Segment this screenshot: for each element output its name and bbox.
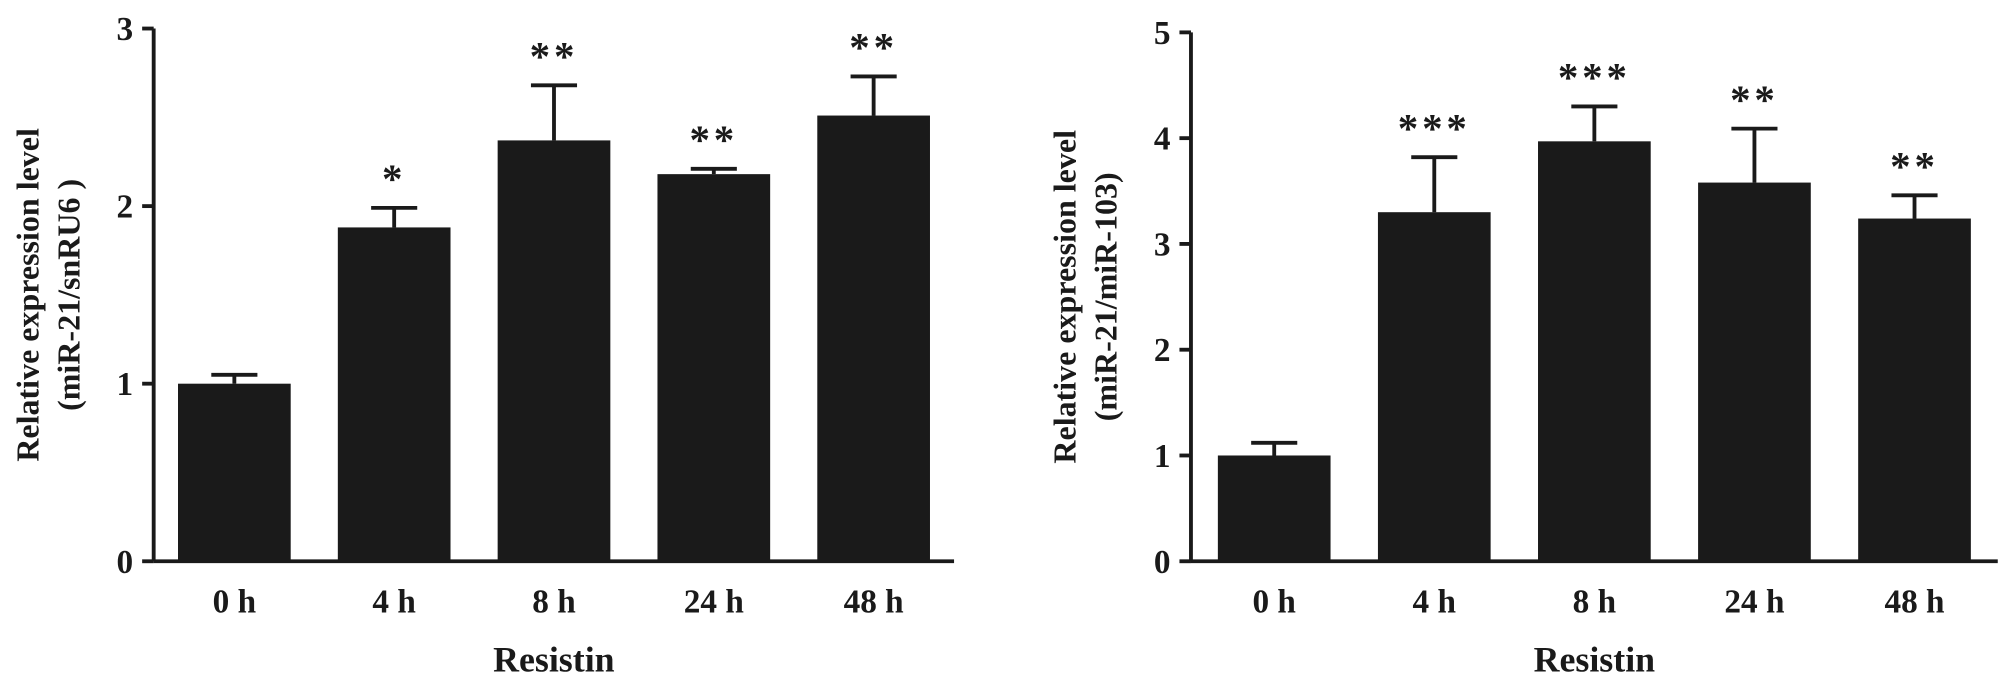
y-tick-label: 4 bbox=[1154, 121, 1171, 158]
bar bbox=[817, 115, 930, 562]
bar bbox=[657, 174, 771, 562]
significance-label: * bbox=[382, 156, 406, 202]
significance-label: ** bbox=[689, 116, 738, 162]
significance-label: ** bbox=[849, 24, 898, 70]
x-tick-label: 24 h bbox=[1724, 583, 1784, 620]
y-axis-label-line: (miR-21/miR-103) bbox=[1088, 172, 1124, 421]
y-axis-label: Relative expression level (miR-21/snRU6 ) bbox=[9, 128, 86, 462]
y-tick-label: 1 bbox=[1154, 438, 1171, 475]
significance-label: ** bbox=[530, 33, 579, 79]
x-axis-label: Resistin bbox=[1534, 639, 1656, 679]
y-tick-label: 0 bbox=[1154, 544, 1171, 581]
y-tick-label: 2 bbox=[117, 189, 134, 226]
x-tick-label: 4 h bbox=[372, 583, 415, 620]
significance-label: ** bbox=[1730, 76, 1779, 122]
significance-label: *** bbox=[1398, 105, 1471, 151]
x-tick-label: 8 h bbox=[532, 583, 575, 620]
bar bbox=[178, 383, 291, 562]
x-tick-label: 0 h bbox=[213, 583, 256, 620]
bar bbox=[1538, 141, 1651, 562]
y-axis-label-line: Relative expression level bbox=[9, 128, 45, 462]
x-axis-label: Resistin bbox=[493, 639, 615, 679]
x-tick-label: 24 h bbox=[684, 583, 744, 620]
y-tick-label: 3 bbox=[1154, 226, 1171, 263]
y-tick-label: 5 bbox=[1154, 15, 1171, 52]
y-axis-label: Relative expression level (miR-21/miR-103… bbox=[1047, 130, 1124, 464]
y-tick-label: 2 bbox=[1154, 332, 1171, 369]
y-tick-label: 1 bbox=[117, 366, 134, 403]
bar bbox=[1377, 212, 1491, 562]
y-tick-label: 3 bbox=[117, 11, 134, 48]
bar bbox=[1858, 218, 1971, 562]
bar bbox=[1217, 455, 1331, 562]
bar bbox=[497, 140, 611, 562]
x-tick-label: 48 h bbox=[1884, 583, 1944, 620]
x-tick-label: 8 h bbox=[1573, 583, 1616, 620]
bar bbox=[337, 227, 451, 562]
x-tick-label: 0 h bbox=[1252, 583, 1295, 620]
significance-label: ** bbox=[1890, 143, 1939, 189]
x-tick-label: 48 h bbox=[844, 583, 904, 620]
significance-label: *** bbox=[1558, 54, 1631, 100]
y-tick-label: 0 bbox=[117, 544, 134, 581]
bar bbox=[1698, 182, 1811, 562]
x-tick-label: 4 h bbox=[1413, 583, 1456, 620]
y-axis-label-line: Relative expression level bbox=[1047, 130, 1083, 464]
y-axis-label-line: (miR-21/snRU6 ) bbox=[50, 179, 86, 411]
